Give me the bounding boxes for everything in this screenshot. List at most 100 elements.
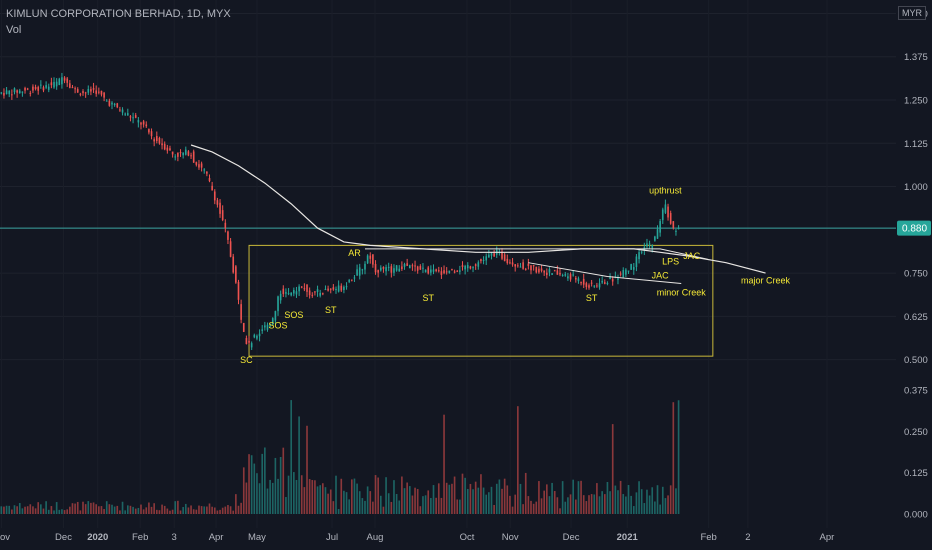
time-axis[interactable]: Nov Dec 2020 Feb 3 Apr May Jul Aug Oct Nov Dec 2021 F…	[0, 532, 834, 543]
volume-bar	[174, 501, 177, 514]
volume-bar	[590, 494, 593, 514]
volume-bar	[369, 491, 372, 514]
candle-body	[651, 245, 654, 248]
volume-bar	[184, 503, 187, 514]
last-price-badge-box	[897, 220, 931, 236]
candle-body	[311, 294, 314, 296]
candle-body	[34, 86, 37, 90]
volume-bar	[208, 503, 211, 514]
volume-bar	[216, 510, 219, 514]
volume-bar	[493, 504, 495, 514]
volume-bar	[675, 488, 677, 514]
volume-bar	[37, 502, 40, 514]
candle-body	[459, 270, 461, 272]
volume-bar	[61, 509, 63, 514]
candle-body	[582, 278, 585, 285]
candle-body	[672, 221, 675, 228]
volume-bar	[635, 492, 638, 514]
candle-body	[87, 88, 90, 93]
volume-bar	[646, 489, 648, 514]
volume-bar	[603, 494, 606, 514]
volume-bar	[58, 509, 61, 514]
volume-bar	[45, 501, 47, 514]
candle-body	[511, 262, 514, 265]
candle-body	[451, 269, 453, 271]
volume-bar	[200, 506, 203, 514]
volume-bar	[21, 508, 24, 514]
candle-body	[567, 276, 569, 279]
candle-body	[271, 318, 274, 325]
volume-bar	[377, 477, 379, 514]
candle-body	[535, 266, 538, 273]
candle-body	[593, 285, 596, 287]
volume-tick-label: 0.375	[904, 386, 928, 397]
volume-bar	[145, 507, 148, 514]
currency-badge[interactable]: MYR	[898, 6, 926, 20]
candle-body	[443, 270, 445, 274]
volume-bar	[332, 501, 335, 514]
candle-body	[366, 255, 369, 264]
volume-bar	[126, 505, 129, 514]
candle-body	[667, 206, 669, 218]
volume-bar	[203, 506, 206, 514]
candle-body	[327, 288, 329, 291]
candle-body	[224, 222, 227, 228]
volume-bar	[322, 483, 324, 514]
candle-body	[340, 285, 343, 291]
trend-line	[364, 248, 708, 260]
time-tick-label: 2	[745, 532, 750, 543]
volume-bar	[538, 481, 540, 514]
candle-body	[229, 241, 232, 257]
volume-bar	[282, 447, 285, 514]
volume-bar	[100, 506, 103, 514]
candle-body	[337, 285, 340, 292]
volume-bar	[103, 509, 105, 514]
candle-body	[306, 284, 308, 292]
candle-body	[256, 335, 258, 339]
candle-body	[42, 87, 45, 91]
volume-bar	[617, 490, 619, 514]
candle-body	[532, 264, 535, 267]
candle-body	[237, 281, 240, 300]
trading-range-box[interactable]	[248, 244, 714, 357]
time-tick-label: 2021	[617, 532, 639, 543]
volume-bar	[559, 508, 561, 514]
volume-bar	[598, 496, 601, 514]
candle-body	[150, 131, 153, 137]
candle-body	[546, 272, 548, 275]
candle-body	[556, 270, 559, 275]
candle-body	[466, 265, 469, 269]
volume-bar	[248, 454, 250, 514]
candlesticks	[0, 72, 680, 351]
candle-body	[530, 265, 532, 271]
candle-body	[387, 266, 390, 268]
volume-bar	[40, 504, 42, 514]
volume-bar	[535, 501, 538, 514]
candle-body	[161, 143, 163, 146]
volume-bar	[264, 447, 266, 514]
volume-bar	[627, 484, 630, 514]
candle-body	[32, 86, 34, 91]
annotation-label: SOS	[269, 320, 288, 330]
candle-body	[61, 77, 63, 85]
volume-bar	[71, 503, 74, 514]
drawn-lines[interactable]	[190, 144, 766, 284]
candle-body	[675, 230, 677, 232]
volume-bar	[182, 507, 184, 514]
candle-body	[92, 88, 95, 90]
volume-bar	[530, 500, 532, 514]
volume-bar	[314, 480, 316, 514]
volume-bar	[408, 486, 411, 514]
volume-bar	[482, 487, 485, 514]
volume-indicator-label[interactable]: Vol	[6, 24, 22, 36]
volume-bar	[390, 501, 393, 514]
volume-bar	[474, 481, 477, 514]
volume-bar	[424, 495, 427, 514]
volume-bar	[548, 496, 551, 514]
volume-bar	[192, 509, 195, 514]
candle-body	[50, 82, 53, 86]
volume-bar	[656, 485, 659, 514]
